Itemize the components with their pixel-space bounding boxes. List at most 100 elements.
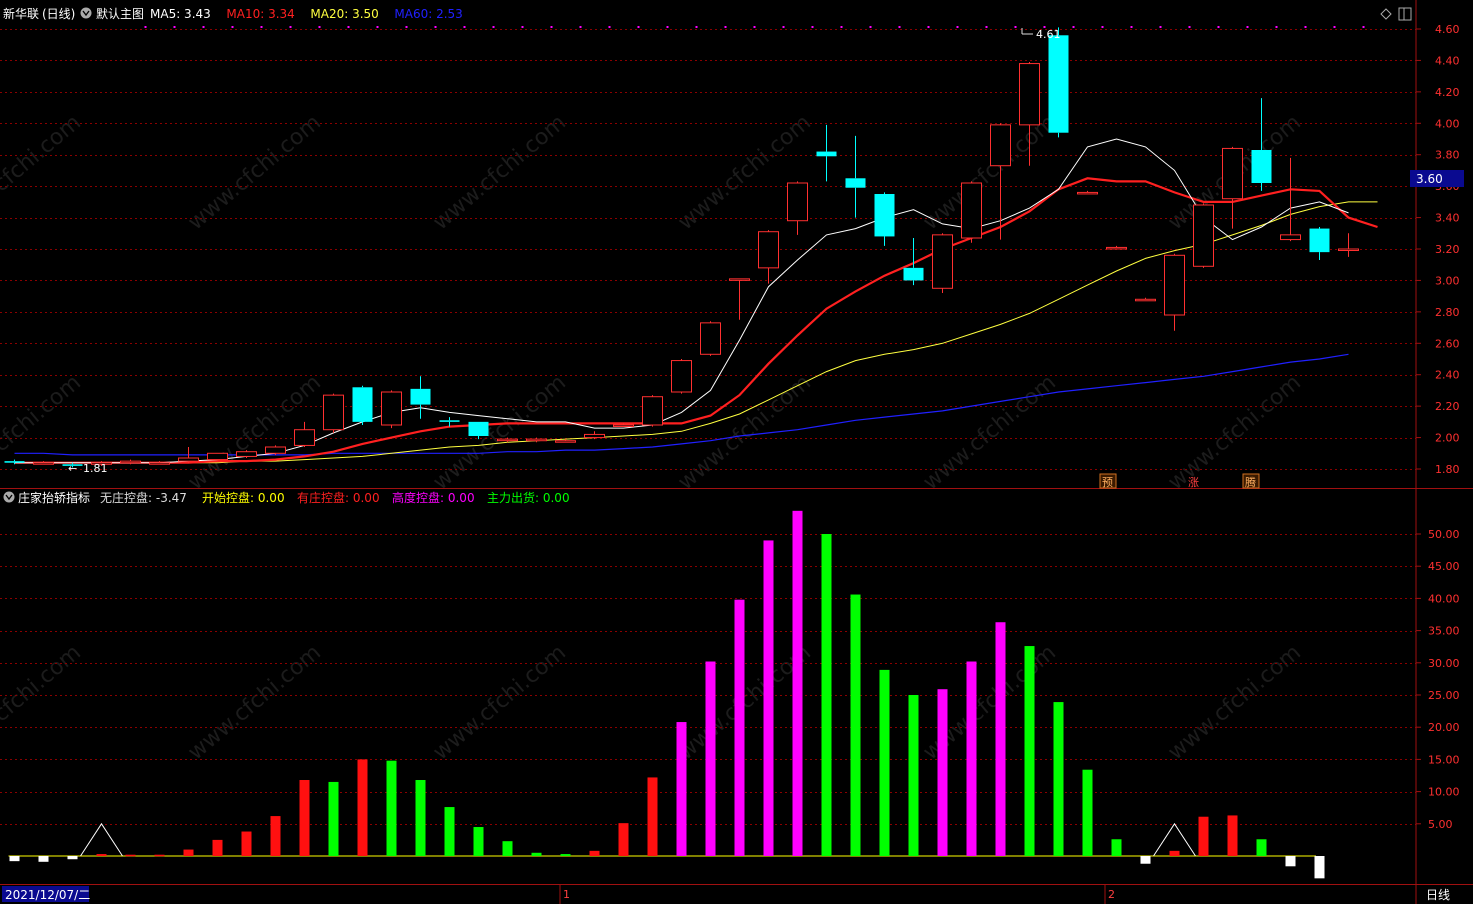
indicator-bar xyxy=(212,839,223,856)
top-dot xyxy=(231,26,234,28)
price-tick-label: 3.20 xyxy=(1435,243,1460,256)
candle-body xyxy=(91,462,112,465)
top-dot xyxy=(608,26,611,28)
candle-body xyxy=(265,446,286,454)
price-tick-label: 2.60 xyxy=(1435,337,1460,350)
indicator-line xyxy=(80,822,123,857)
top-dot xyxy=(1217,26,1220,28)
indicator-bar xyxy=(1256,839,1267,856)
indicator-tick-label: 20.00 xyxy=(1428,721,1460,734)
indicator-axis: 50.00 45.00 40.00 35.00 30.00 25.00 20.00 15.00… xyxy=(1416,528,1460,831)
indicator-bar xyxy=(502,841,513,856)
indicator-bar xyxy=(357,759,368,856)
indicator-tick-label: 25.00 xyxy=(1428,689,1460,702)
top-dot xyxy=(521,26,524,28)
top-dot xyxy=(173,26,176,28)
indicator-toggle[interactable] xyxy=(3,491,15,503)
candle-body xyxy=(236,451,257,457)
candle-body xyxy=(1135,298,1156,302)
price-tick-label: 2.40 xyxy=(1435,369,1460,382)
candle-body xyxy=(816,151,837,157)
top-dot xyxy=(376,26,379,28)
candle-body xyxy=(584,433,605,439)
diamond-icon[interactable] xyxy=(1380,8,1392,20)
top-dot xyxy=(666,26,669,28)
indicator-bar xyxy=(676,722,687,856)
top-dot xyxy=(579,26,582,28)
template-toggle[interactable] xyxy=(80,7,92,19)
candle-body xyxy=(874,194,895,237)
top-dot xyxy=(1159,26,1162,28)
indicator-bar xyxy=(38,856,49,862)
price-tick-label: 4.40 xyxy=(1435,54,1460,67)
indicator-bar xyxy=(1024,646,1035,856)
top-dot xyxy=(869,26,872,28)
indicator-bar xyxy=(154,854,165,857)
ma-legend-item: MA10: 3.34 xyxy=(226,7,294,21)
candle-body xyxy=(1048,35,1069,133)
high-label: 4.61 xyxy=(1036,28,1061,41)
candle-body xyxy=(1193,204,1214,267)
indicator-legend-item: 无庄控盘: -3.47 xyxy=(100,490,187,505)
candle-body xyxy=(1019,63,1040,126)
indicator-bar xyxy=(270,816,281,856)
indicator-bar xyxy=(1111,839,1122,856)
top-dot xyxy=(289,26,292,28)
top-dot xyxy=(782,26,785,28)
indicator-bar xyxy=(966,661,977,856)
low-label: 1.81 xyxy=(83,462,108,475)
indicator-bar xyxy=(734,599,745,856)
candle-body xyxy=(4,461,25,463)
indicator-tick-label: 15.00 xyxy=(1428,753,1460,766)
indicator-bar xyxy=(1169,850,1180,856)
ma10-line xyxy=(14,177,1378,464)
indicator-header: 庄家抬轿指标 无庄控盘: -3.47 开始控盘: 0.00 有庄控盘: 0.00 高度… xyxy=(3,490,570,505)
candle-body xyxy=(526,438,547,442)
top-dot xyxy=(144,26,147,28)
indicator-tick-label: 10.00 xyxy=(1428,786,1460,799)
indicator-bar xyxy=(1082,769,1093,856)
top-dot xyxy=(202,26,205,28)
indicator-bar xyxy=(241,831,252,856)
chevron-down-icon[interactable] xyxy=(80,7,92,19)
month-mark-1: 1 xyxy=(563,888,570,901)
candle-body xyxy=(1251,150,1272,183)
period-switch[interactable]: 日线 xyxy=(1426,888,1450,902)
indicator-bar xyxy=(763,540,774,856)
indicator-bar xyxy=(531,852,542,856)
price-tick-label: 3.40 xyxy=(1435,212,1460,225)
current-price-label: 3.60 xyxy=(1416,172,1443,186)
top-dot xyxy=(1275,26,1278,28)
chevron-down-icon[interactable] xyxy=(3,491,15,503)
top-dot xyxy=(956,26,959,28)
price-tick-label: 3.00 xyxy=(1435,274,1460,287)
top-dot-markers xyxy=(144,26,1365,28)
top-dot xyxy=(1043,26,1046,28)
price-tick-label: 2.80 xyxy=(1435,306,1460,319)
candle-body xyxy=(990,124,1011,167)
candle-body xyxy=(323,394,344,431)
indicator-bar xyxy=(1053,702,1064,856)
signal-marker-teng: 腾 xyxy=(1245,475,1256,489)
indicator-legend-item: 开始控盘: 0.00 xyxy=(202,490,285,505)
signal-marker-zhang: 涨 xyxy=(1188,476,1199,489)
indicator-bar xyxy=(1314,856,1325,879)
price-tick-label: 2.00 xyxy=(1435,432,1460,445)
high-annotation: 4.61 xyxy=(1021,28,1061,41)
indicator-name: 庄家抬轿指标 xyxy=(18,490,90,505)
ma10-path xyxy=(14,177,1378,464)
indicator-legend-item: 高度控盘: 0.00 xyxy=(392,490,475,505)
indicator-bar xyxy=(937,689,948,856)
candle-body xyxy=(903,267,924,281)
ma5-line xyxy=(14,138,1349,464)
indicator-bar xyxy=(821,534,832,856)
indicator-line xyxy=(1153,822,1196,857)
indicator-bar xyxy=(328,781,339,856)
current-price-tag: 3.60 xyxy=(1410,170,1464,187)
indicator-bar xyxy=(560,854,571,856)
candle-body xyxy=(207,452,228,461)
price-tick-label: 4.60 xyxy=(1435,23,1460,36)
indicator-bar xyxy=(792,510,803,856)
restore-icon[interactable] xyxy=(1398,7,1412,21)
